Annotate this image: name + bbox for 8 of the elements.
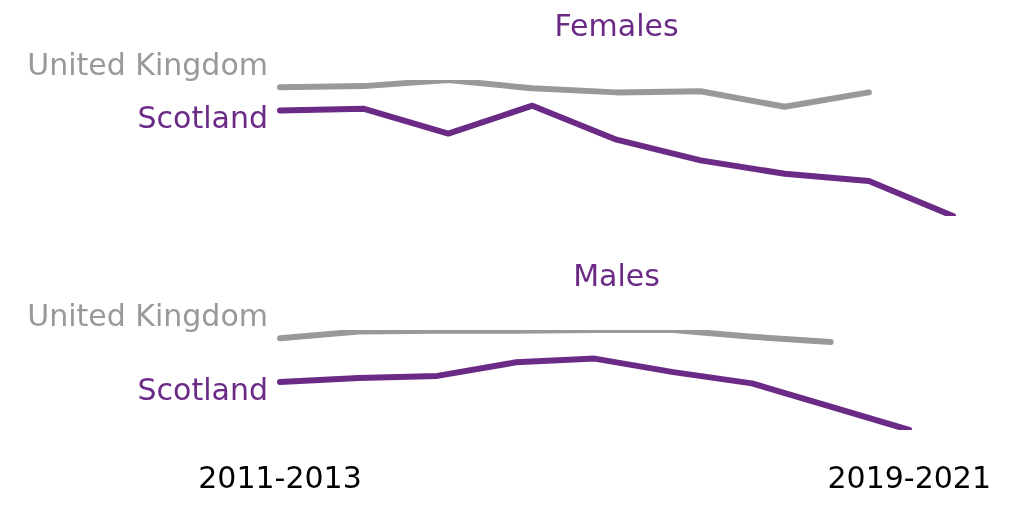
chart-title: Females <box>554 7 679 43</box>
series-label: Scotland <box>137 100 268 136</box>
x-tick-label: 2011-2013 <box>198 459 362 495</box>
series-label: Scotland <box>137 371 268 407</box>
x-tick-label: 2019-2021 <box>827 459 992 495</box>
chart-title: Males <box>573 257 660 293</box>
series-label: United Kingdom <box>27 47 268 82</box>
series-label: United Kingdom <box>27 298 268 334</box>
